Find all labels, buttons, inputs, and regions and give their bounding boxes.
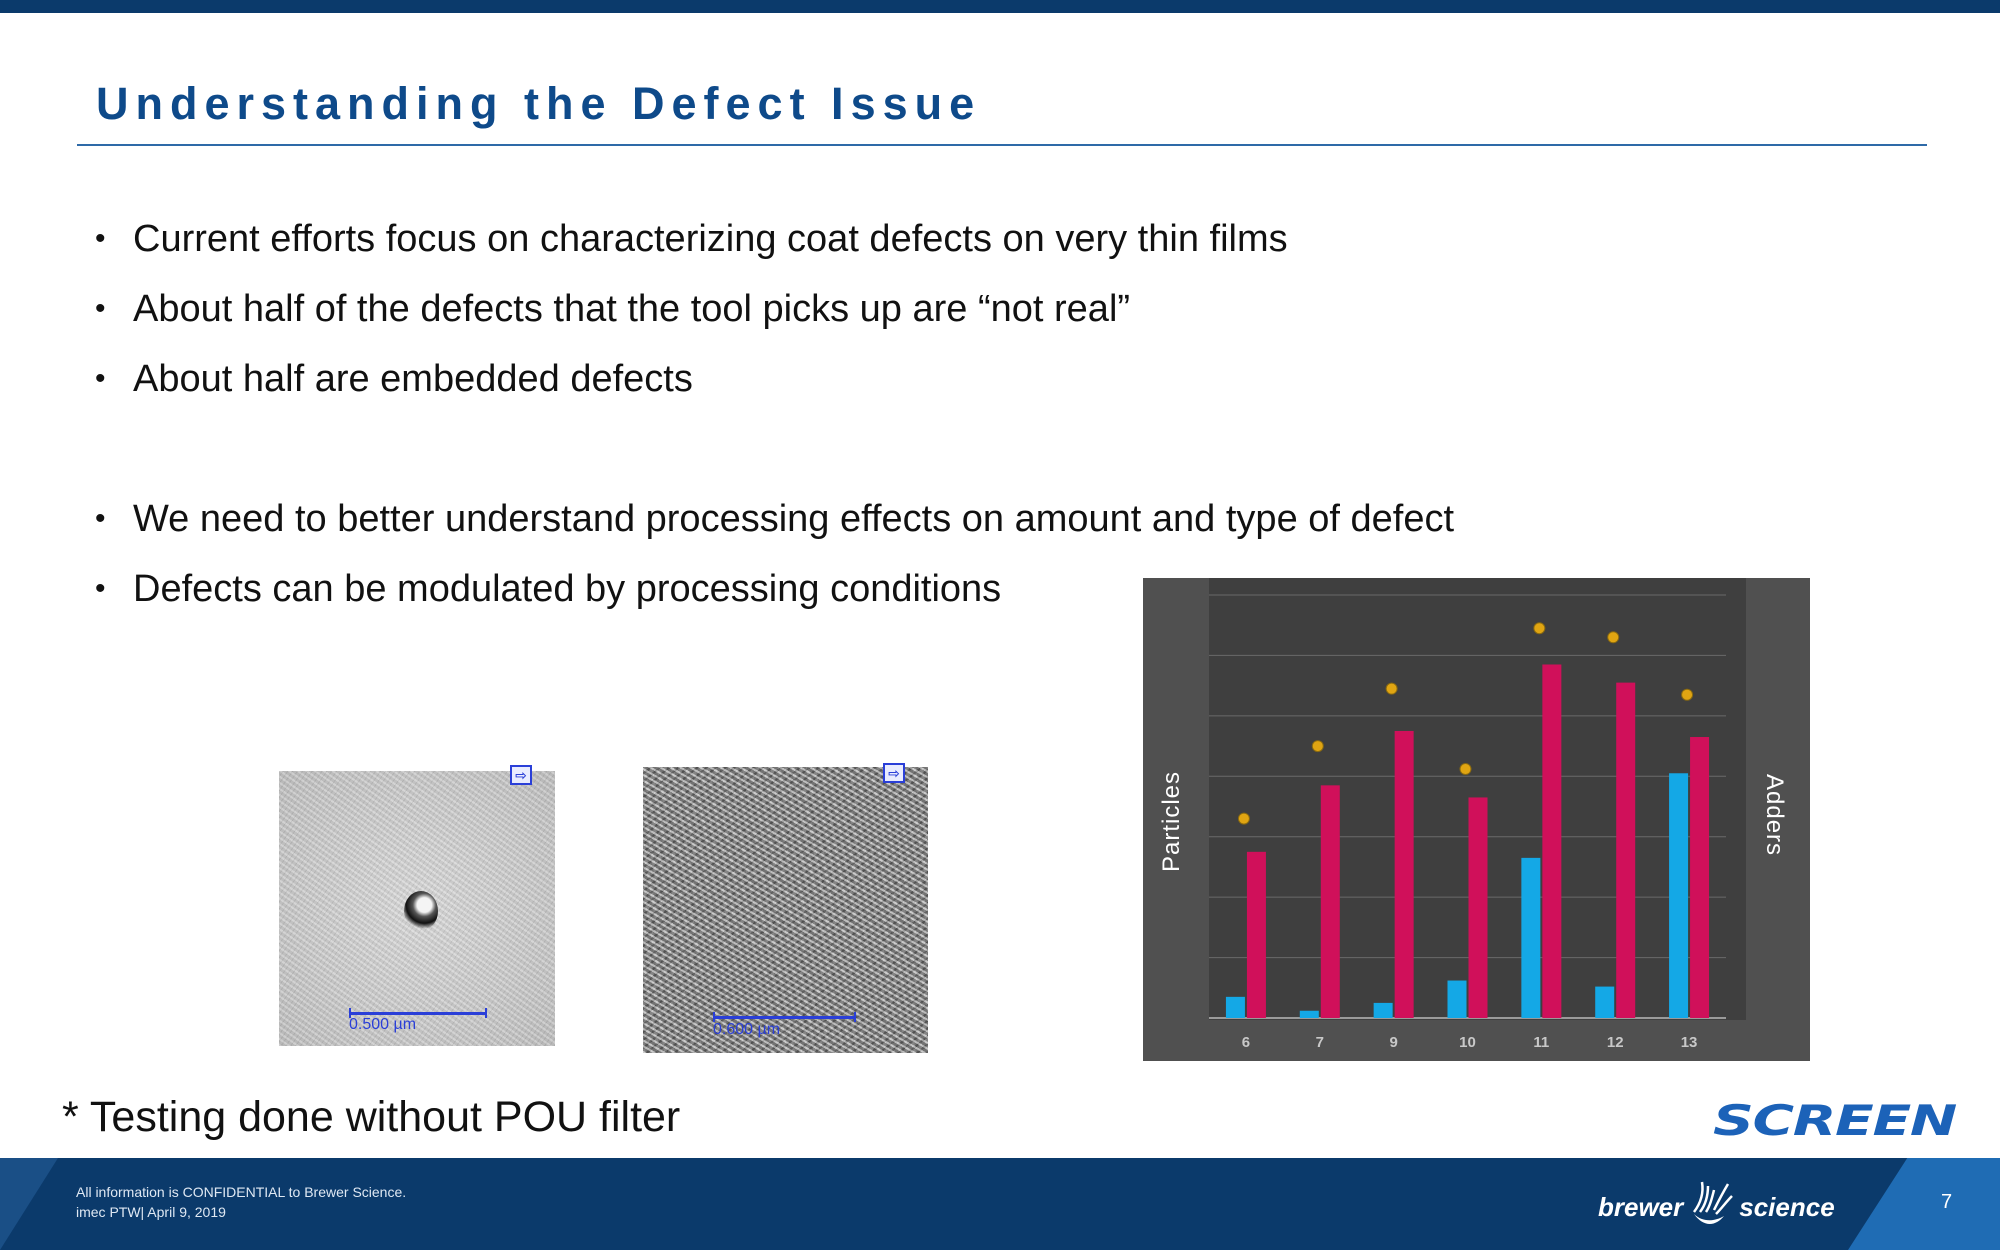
- adders-bar: [1320, 785, 1340, 1018]
- slide-title: Understanding the Defect Issue: [96, 78, 982, 129]
- afm-image-embedded-defect: 0.500 µm: [279, 771, 555, 1046]
- brewer-science-logo: brewer science: [1598, 1192, 1835, 1223]
- x-tick-label: 7: [1316, 1034, 1324, 1051]
- y-axis-title: Particles: [1158, 770, 1185, 872]
- export-arrow-icon[interactable]: ⇨: [883, 763, 905, 783]
- bullet-list: • Current efforts focus on characterizin…: [95, 204, 1795, 624]
- brewer-logo-word: brewer: [1598, 1192, 1684, 1222]
- bullet-dot: •: [95, 502, 106, 535]
- y2-axis-title: Adders: [1761, 774, 1788, 857]
- scale-label: 0.500 µm: [349, 1016, 417, 1033]
- marker-point: [1311, 740, 1324, 753]
- x-tick-label: 13: [1681, 1034, 1698, 1051]
- bullet-text: About half of the defects that the tool …: [133, 288, 1131, 330]
- bullet-item: • About half are embedded defects: [95, 344, 1795, 414]
- bullet-item: • Current efforts focus on characterizin…: [95, 204, 1795, 274]
- marker-point: [1385, 682, 1398, 695]
- marker-point: [1459, 763, 1472, 776]
- particles-bar: [1299, 1010, 1319, 1018]
- page-number: 7: [1941, 1191, 1953, 1213]
- defect-particle: [404, 891, 438, 931]
- event-date: imec PTW| April 9, 2019: [76, 1204, 226, 1220]
- bullet-dot: •: [95, 362, 106, 395]
- particles-bar: [1595, 986, 1615, 1018]
- adders-bar: [1616, 682, 1636, 1018]
- particles-bar: [1447, 980, 1467, 1018]
- x-tick-label: 9: [1389, 1034, 1397, 1051]
- adders-bar: [1246, 851, 1266, 1018]
- bullet-dot: •: [95, 572, 106, 605]
- scale-bar: [713, 1012, 856, 1022]
- footnote: * Testing done without POU filter: [62, 1093, 681, 1141]
- scale-label: 0.600 µm: [713, 1021, 781, 1038]
- x-tick-label: 11: [1533, 1034, 1549, 1051]
- adders-bar: [1468, 797, 1488, 1018]
- bullet-dot: •: [95, 292, 106, 325]
- x-tick-label: 6: [1242, 1034, 1250, 1051]
- particles-bar: [1373, 1002, 1393, 1018]
- bullet-item: • Defects can be modulated by processing…: [95, 554, 1795, 624]
- particles-bar: [1669, 773, 1689, 1018]
- title-underline: [77, 144, 1927, 146]
- bullet-text: We need to better understand processing …: [133, 498, 1455, 540]
- defect-chart: 6 7 9 10 11 12 13: [1143, 578, 1810, 1061]
- eagle-icon: [1692, 1181, 1733, 1224]
- bullet-item: • About half of the defects that the too…: [95, 274, 1795, 344]
- chart-canvas: 6 7 9 10 11 12 13: [1209, 578, 1746, 1051]
- x-tick-label: 10: [1459, 1034, 1476, 1051]
- bullet-text: Current efforts focus on characterizing …: [133, 218, 1288, 260]
- scale-bar: [349, 1008, 487, 1018]
- science-logo-word: science: [1739, 1192, 1835, 1222]
- marker-point: [1681, 688, 1694, 701]
- marker-point: [1237, 812, 1250, 825]
- export-arrow-icon[interactable]: ⇨: [510, 765, 532, 785]
- footer-bar: [0, 1158, 2000, 1250]
- bullet-text: Defects can be modulated by processing c…: [133, 568, 1002, 610]
- marker-point: [1607, 631, 1620, 644]
- bullet-item: • We need to better understand processin…: [95, 484, 1795, 554]
- marker-point: [1533, 622, 1546, 635]
- confidential-notice: All information is CONFIDENTIAL to Brewe…: [76, 1184, 407, 1200]
- afm-image-surface: 0.600 µm: [643, 767, 928, 1053]
- x-tick-label: 12: [1607, 1034, 1624, 1051]
- bullet-dot: •: [95, 222, 106, 255]
- top-accent-bar: [0, 0, 2000, 13]
- adders-bar: [1690, 737, 1710, 1018]
- screen-logo: SCREEN: [1713, 1096, 1957, 1145]
- adders-bar: [1394, 730, 1414, 1018]
- bullet-text: About half are embedded defects: [133, 358, 693, 400]
- particles-bar: [1521, 857, 1541, 1018]
- adders-bar: [1542, 664, 1562, 1018]
- particles-bar: [1225, 996, 1245, 1018]
- bullet-spacer: [95, 414, 1795, 484]
